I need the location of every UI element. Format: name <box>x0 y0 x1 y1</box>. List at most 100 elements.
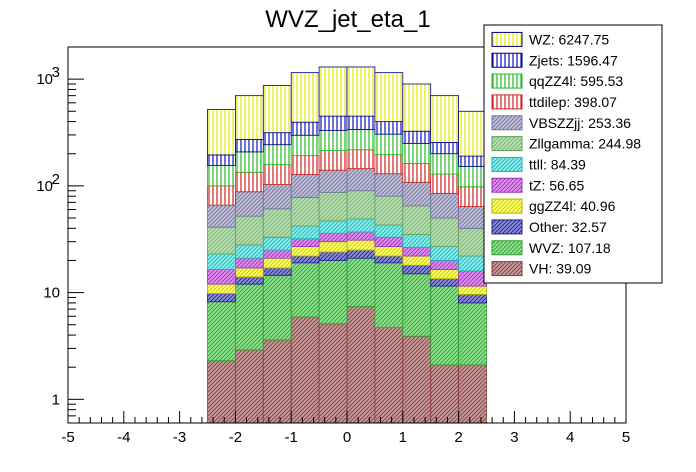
bar-wz-bin-3 <box>290 72 320 123</box>
legend: WZ: 6247.75 Zjets: 1596.47 qqZZ4l: 595.53 t… <box>483 24 663 284</box>
bar-vh-bin-4 <box>318 323 348 424</box>
x-tick-label: -5 <box>61 429 74 446</box>
bar-zllgamma-bin-5 <box>346 190 376 220</box>
legend-box <box>483 24 663 284</box>
bar-zjets-bin-6 <box>374 121 404 135</box>
bar-ttll-bin-9 <box>458 255 487 272</box>
bar-qqzz4l-bin-1 <box>234 151 264 173</box>
bar-other-bin-5 <box>346 249 376 259</box>
bar-other-bin-0 <box>207 293 236 303</box>
legend-label-ttdilep: ttdilep: 398.07 <box>529 94 617 110</box>
bar-tz-bin-5 <box>346 231 376 241</box>
y-tick-label: 10 <box>36 178 53 195</box>
bar-other-bin-8 <box>430 278 460 287</box>
legend-swatch-ggzz4l <box>491 198 523 214</box>
bar-ttll-bin-8 <box>430 246 460 261</box>
bar-ttll-bin-4 <box>318 220 348 234</box>
bar-qqzz4l-bin-6 <box>374 133 404 156</box>
bar-ggzz4l-bin-6 <box>374 246 404 257</box>
legend-label-ttll: ttll: 84.39 <box>529 156 586 172</box>
bar-zjets-bin-5 <box>346 115 376 130</box>
bar-zjets-bin-0 <box>207 154 236 166</box>
bar-ggzz4l-bin-9 <box>458 285 487 295</box>
bar-qqzz4l-bin-2 <box>262 144 292 166</box>
legend-swatch-tz <box>491 177 523 193</box>
bar-ggzz4l-bin-1 <box>234 267 264 278</box>
legend-swatch-ttdilep <box>491 94 523 110</box>
bar-wvz-bin-3 <box>290 262 320 318</box>
bar-ggzz4l-bin-8 <box>430 268 460 280</box>
bar-ggzz4l-bin-2 <box>262 257 292 269</box>
legend-swatch-wvz <box>491 240 523 256</box>
bar-ggzz4l-bin-0 <box>207 283 236 294</box>
bar-tz-bin-8 <box>430 260 460 270</box>
bar-wvz-bin-4 <box>318 260 348 325</box>
y-tick-label: 1 <box>52 391 60 408</box>
bar-tz-bin-1 <box>234 257 264 269</box>
bar-wvz-bin-1 <box>234 283 264 351</box>
legend-label-vh: VH: 39.09 <box>529 261 591 277</box>
legend-label-tz: tZ: 56.65 <box>529 177 584 193</box>
bar-vbszzjj-bin-5 <box>346 168 376 192</box>
bar-ttdilep-bin-3 <box>290 155 320 175</box>
bar-ttll-bin-7 <box>402 234 432 248</box>
bar-wvz-bin-9 <box>458 302 487 366</box>
bar-zllgamma-bin-6 <box>374 195 404 226</box>
bar-zllgamma-bin-9 <box>458 227 487 257</box>
bar-ttll-bin-6 <box>374 224 404 238</box>
legend-label-vbszzjj: VBSZZjj: 253.36 <box>529 115 631 131</box>
bar-qqzz4l-bin-8 <box>430 153 460 175</box>
bar-vbszzjj-bin-9 <box>458 206 487 229</box>
legend-swatch-qqzz4l <box>491 73 523 89</box>
bar-ggzz4l-bin-5 <box>346 239 376 251</box>
bar-other-bin-3 <box>290 255 320 264</box>
x-tick-label: 1 <box>399 429 407 446</box>
bar-vh-bin-0 <box>207 360 236 424</box>
x-tick-label: -1 <box>285 429 298 446</box>
bar-qqzz4l-bin-4 <box>318 130 348 151</box>
legend-swatch-other <box>491 219 523 235</box>
bar-zjets-bin-8 <box>430 142 460 155</box>
bar-zjets-bin-2 <box>262 132 292 146</box>
bar-vh-bin-5 <box>346 306 376 424</box>
legend-swatch-vbszzjj <box>491 115 523 131</box>
bar-tz-bin-0 <box>207 268 236 285</box>
bar-tz-bin-7 <box>402 247 432 257</box>
legend-label-zjets: Zjets: 1596.47 <box>529 52 618 68</box>
bar-ggzz4l-bin-4 <box>318 241 348 253</box>
bar-other-bin-6 <box>374 255 404 264</box>
y-tick-exponent: 2 <box>52 171 60 188</box>
bar-ttdilep-bin-6 <box>374 154 404 175</box>
legend-label-other: Other: 32.57 <box>529 219 607 235</box>
bar-ttdilep-bin-0 <box>207 185 236 206</box>
bar-wz-bin-5 <box>346 66 376 117</box>
bar-vbszzjj-bin-6 <box>374 173 404 197</box>
bar-zjets-bin-3 <box>290 121 320 136</box>
bar-vbszzjj-bin-1 <box>234 191 264 217</box>
bar-tz-bin-6 <box>374 236 404 247</box>
bar-ggzz4l-bin-7 <box>402 255 432 266</box>
bar-wz-bin-1 <box>234 95 264 140</box>
legend-swatch-zllgamma <box>491 136 523 152</box>
bar-vh-bin-3 <box>290 316 320 424</box>
bar-ttll-bin-3 <box>290 225 320 240</box>
x-tick-label: 4 <box>566 429 574 446</box>
bar-ttdilep-bin-8 <box>430 173 460 194</box>
bar-vbszzjj-bin-3 <box>290 174 320 198</box>
y-tick-exponent: 3 <box>52 64 60 81</box>
bar-tz-bin-9 <box>458 270 487 287</box>
bar-qqzz4l-bin-7 <box>402 142 432 164</box>
bar-wz-bin-2 <box>262 85 292 134</box>
bar-ggzz4l-bin-3 <box>290 246 320 257</box>
bar-vbszzjj-bin-8 <box>430 192 460 219</box>
bar-wz-bin-0 <box>207 109 236 156</box>
bar-zllgamma-bin-8 <box>430 217 460 247</box>
bar-ttll-bin-5 <box>346 218 376 233</box>
legend-swatch-vh <box>491 261 523 277</box>
bar-wvz-bin-7 <box>402 273 432 337</box>
bar-other-bin-7 <box>402 264 432 275</box>
x-tick-label: 3 <box>510 429 518 446</box>
legend-label-wvz: WVZ: 107.18 <box>529 240 611 256</box>
bar-vh-bin-6 <box>374 327 404 424</box>
bar-wvz-bin-8 <box>430 285 460 366</box>
